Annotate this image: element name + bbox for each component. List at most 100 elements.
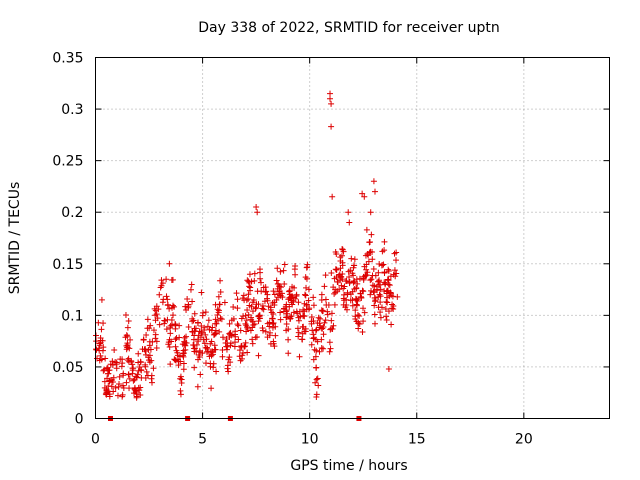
data-point (233, 290, 240, 297)
data-point (326, 339, 333, 346)
data-point (345, 209, 352, 216)
data-point (160, 296, 167, 303)
data-point (328, 100, 335, 107)
data-point (187, 286, 194, 293)
data-point (322, 272, 329, 279)
data-point (293, 291, 300, 298)
data-point (174, 356, 181, 363)
data-point (168, 316, 175, 323)
data-point (328, 317, 335, 324)
data-point (321, 319, 328, 326)
data-point (390, 306, 397, 313)
data-point (249, 299, 256, 306)
data-point (180, 350, 187, 357)
data-point (191, 364, 198, 371)
data-point (385, 281, 392, 288)
data-point (251, 270, 258, 277)
data-point (257, 279, 264, 286)
data-point (271, 302, 278, 309)
y-tick-label: 0.05 (52, 360, 83, 376)
data-point (264, 297, 271, 304)
data-point (310, 317, 317, 324)
data-point (112, 384, 119, 391)
data-point (283, 301, 290, 308)
data-point (313, 364, 320, 371)
data-point (273, 297, 280, 304)
data-point (93, 338, 100, 345)
data-point (130, 377, 137, 384)
data-point (295, 299, 302, 306)
data-point (333, 250, 340, 257)
data-point (334, 279, 341, 286)
data-point (313, 326, 320, 333)
data-point (327, 345, 334, 352)
data-point (371, 311, 378, 318)
data-point (367, 291, 374, 298)
y-tick-label: 0.2 (61, 205, 83, 221)
data-point (140, 337, 147, 344)
data-point (259, 327, 266, 334)
data-point (219, 347, 226, 354)
data-point (381, 269, 388, 276)
data-point (365, 258, 372, 265)
data-point (369, 256, 376, 263)
data-point (249, 340, 256, 347)
data-point (115, 383, 122, 390)
data-point (249, 336, 256, 343)
data-point (119, 391, 126, 398)
data-point (226, 320, 233, 327)
data-point (210, 360, 217, 367)
data-point (221, 299, 228, 306)
data-point (369, 282, 376, 289)
data-point (292, 271, 299, 278)
data-point (308, 314, 315, 321)
data-point (329, 193, 336, 200)
data-point (178, 380, 185, 387)
data-point (105, 370, 112, 377)
data-point (158, 277, 165, 284)
data-point (320, 331, 327, 338)
data-point (106, 393, 113, 400)
data-point (254, 288, 261, 295)
data-point (375, 278, 382, 285)
data-point (280, 267, 287, 274)
data-point (169, 302, 176, 309)
data-point (96, 342, 103, 349)
data-point (100, 367, 107, 374)
data-point (191, 310, 198, 317)
data-point (215, 317, 222, 324)
data-point (250, 321, 257, 328)
data-point (312, 379, 319, 386)
data-point (328, 310, 335, 317)
data-point (137, 392, 144, 399)
data-point (111, 347, 118, 354)
y-tick-label: 0.25 (52, 154, 83, 170)
data-point (382, 305, 389, 312)
data-point (283, 314, 290, 321)
data-point (110, 388, 117, 395)
data-point (98, 356, 105, 363)
data-point (167, 330, 174, 337)
data-point (191, 345, 198, 352)
data-point (209, 349, 216, 356)
data-point (383, 316, 390, 323)
data-point (270, 288, 277, 295)
data-point (303, 302, 310, 309)
data-point (254, 209, 261, 216)
data-point (366, 238, 373, 245)
data-point (378, 262, 385, 269)
data-point (124, 333, 131, 340)
data-point (341, 283, 348, 290)
data-point (227, 342, 234, 349)
data-point (388, 292, 395, 299)
data-point (371, 320, 378, 327)
data-point (226, 334, 233, 341)
y-tick-labels: 0 0.05 0.1 0.15 0.2 0.25 0.3 0.35 (52, 51, 83, 428)
data-point (301, 328, 308, 335)
data-point (166, 305, 173, 312)
data-point (319, 308, 326, 315)
data-point (126, 385, 133, 392)
data-point (247, 327, 254, 334)
data-point (361, 193, 368, 200)
data-point (370, 178, 377, 185)
